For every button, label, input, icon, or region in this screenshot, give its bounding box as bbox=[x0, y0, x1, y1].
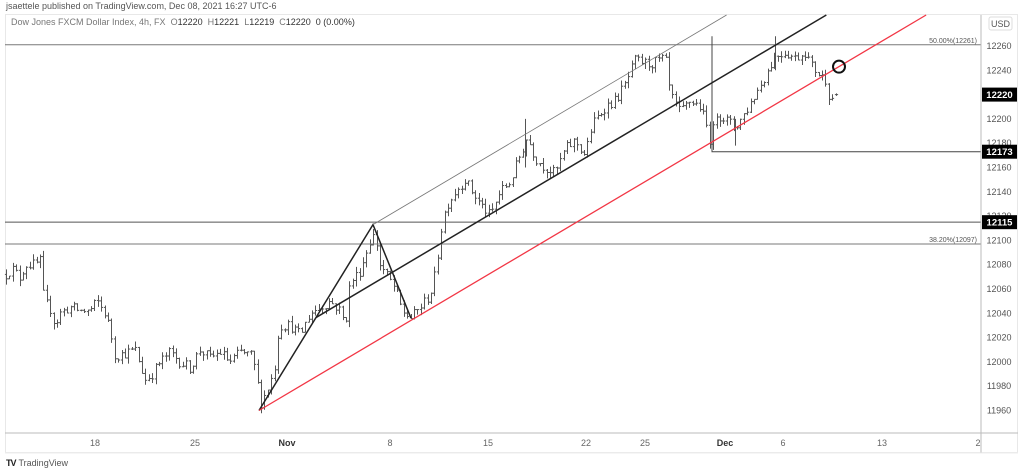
circle-marker[interactable] bbox=[832, 59, 846, 74]
footer[interactable]: TV TradingView bbox=[6, 458, 68, 468]
currency-label-box[interactable] bbox=[988, 16, 1013, 31]
price-badge bbox=[982, 87, 1017, 102]
currency-label: USD bbox=[991, 19, 1011, 29]
tradingview-logo-icon: TV bbox=[6, 458, 16, 468]
time-tick-label: Dec bbox=[717, 438, 734, 448]
price-tick-label: 12100 bbox=[986, 235, 1011, 245]
brand-name: TradingView bbox=[18, 458, 69, 468]
pitchfork-upper-line[interactable] bbox=[372, 14, 727, 225]
price-tick-label: 12180 bbox=[986, 138, 1011, 148]
price-tick-label: 12020 bbox=[986, 333, 1011, 343]
price-tick-label: 12140 bbox=[986, 187, 1011, 197]
time-tick-label: 8 bbox=[387, 438, 392, 448]
pitchfork-median-line[interactable] bbox=[315, 14, 827, 319]
fib-level-label: 50.00%(12261) bbox=[929, 38, 977, 45]
price-badge-label: 12220 bbox=[986, 90, 1012, 101]
high-label: H bbox=[207, 17, 215, 27]
time-tick-label: 15 bbox=[483, 438, 493, 448]
low-value: 12219 bbox=[249, 17, 275, 27]
price-tick-label: 12040 bbox=[986, 308, 1011, 318]
time-tick-label: 13 bbox=[877, 438, 887, 448]
price-tick-label: 12260 bbox=[986, 41, 1011, 51]
low-label: L bbox=[244, 17, 250, 27]
price-badges: 12220 12173 12115 bbox=[982, 87, 1017, 230]
price-badge bbox=[982, 215, 1017, 230]
published-by-line: jsaettele published on TradingView.com, … bbox=[6, 1, 277, 11]
price-tick-label: 12080 bbox=[986, 260, 1011, 270]
price-tick-label: 11980 bbox=[987, 381, 1011, 391]
pitchfork-zigzag[interactable] bbox=[258, 222, 412, 411]
time-axis[interactable]: 18 25 Nov 8 15 22 25 Dec 6 13 2 bbox=[5, 438, 1018, 454]
close-value: 12220 bbox=[285, 17, 311, 27]
time-tick-label: 25 bbox=[640, 438, 650, 448]
price-tick-label: 12160 bbox=[986, 163, 1011, 173]
price-tick-label: 12060 bbox=[986, 284, 1011, 294]
time-tick-label: 2 bbox=[975, 438, 980, 448]
price-tick-label: 11960 bbox=[987, 406, 1011, 416]
red-trendline[interactable] bbox=[258, 14, 927, 412]
time-tick-label: 25 bbox=[190, 438, 200, 448]
symbol-legend[interactable]: Dow Jones FXCM Dollar Index, 4h, FX O122… bbox=[11, 17, 355, 27]
symbol-name: Dow Jones FXCM Dollar Index, 4h, FX bbox=[11, 17, 166, 27]
time-tick-label: 18 bbox=[90, 438, 100, 448]
price-tick-label: 12200 bbox=[986, 114, 1011, 124]
horizontal-ray-12173[interactable] bbox=[711, 36, 981, 153]
price-badge-label: 12173 bbox=[986, 147, 1012, 158]
price-badge-label: 12115 bbox=[987, 218, 1014, 229]
fib-level-label: 38.20%(12097) bbox=[929, 237, 977, 244]
price-tick-label: 12240 bbox=[986, 65, 1011, 75]
price-badge bbox=[982, 144, 1017, 159]
change-value: 0 (0.00%) bbox=[315, 17, 355, 27]
ohlc-bars bbox=[4, 36, 839, 414]
drawings[interactable]: 50.00%(12261) 38.20%(12097) bbox=[5, 14, 981, 412]
close-label: C bbox=[279, 17, 286, 27]
open-label: O bbox=[170, 17, 178, 27]
time-tick-label: Nov bbox=[278, 438, 295, 448]
open-value: 12220 bbox=[177, 17, 203, 27]
high-value: 12221 bbox=[214, 17, 240, 27]
time-tick-label: 22 bbox=[581, 438, 591, 448]
time-tick-label: 6 bbox=[780, 438, 785, 448]
price-tick-label: 12000 bbox=[986, 357, 1011, 367]
